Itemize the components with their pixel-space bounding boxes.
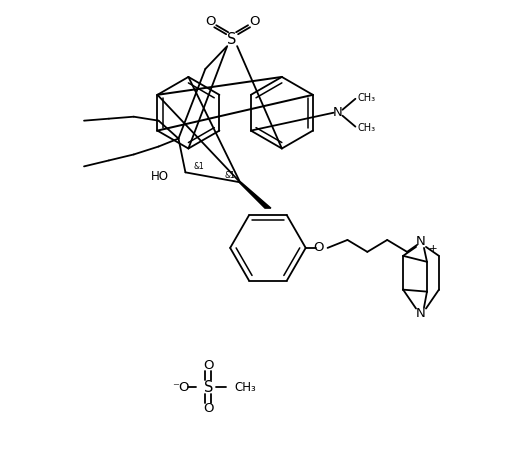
- Text: +: +: [429, 244, 437, 254]
- Text: O: O: [203, 402, 213, 415]
- Text: O: O: [205, 15, 215, 28]
- Text: HO: HO: [151, 170, 169, 183]
- Text: &1: &1: [225, 171, 235, 180]
- Text: N: N: [416, 307, 426, 320]
- Text: S: S: [204, 380, 213, 395]
- Text: CH₃: CH₃: [357, 93, 376, 103]
- Text: N: N: [333, 106, 342, 119]
- Text: O: O: [249, 15, 259, 28]
- Text: N: N: [416, 236, 426, 249]
- Text: &1: &1: [194, 162, 205, 171]
- Polygon shape: [239, 182, 271, 208]
- Text: O: O: [314, 242, 324, 255]
- Text: S: S: [228, 32, 237, 47]
- Text: O: O: [203, 359, 213, 372]
- Text: ⁻O: ⁻O: [172, 381, 189, 394]
- Text: CH₃: CH₃: [357, 122, 376, 133]
- Text: CH₃: CH₃: [234, 381, 256, 394]
